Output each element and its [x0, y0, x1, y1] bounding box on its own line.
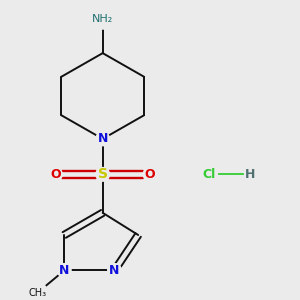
Circle shape: [96, 132, 110, 146]
Circle shape: [108, 264, 121, 277]
Text: Cl: Cl: [202, 168, 216, 181]
Text: N: N: [98, 132, 108, 146]
Text: N: N: [109, 264, 120, 277]
Text: H: H: [245, 168, 256, 181]
Text: O: O: [50, 168, 61, 181]
Text: NH₂: NH₂: [92, 14, 113, 24]
Text: O: O: [145, 168, 155, 181]
Circle shape: [57, 264, 71, 277]
Circle shape: [93, 9, 112, 29]
Circle shape: [143, 167, 157, 181]
Text: S: S: [98, 167, 108, 182]
Circle shape: [96, 167, 110, 181]
Text: N: N: [59, 264, 69, 277]
Circle shape: [28, 283, 48, 300]
Circle shape: [49, 167, 62, 181]
Text: CH₃: CH₃: [28, 288, 47, 298]
